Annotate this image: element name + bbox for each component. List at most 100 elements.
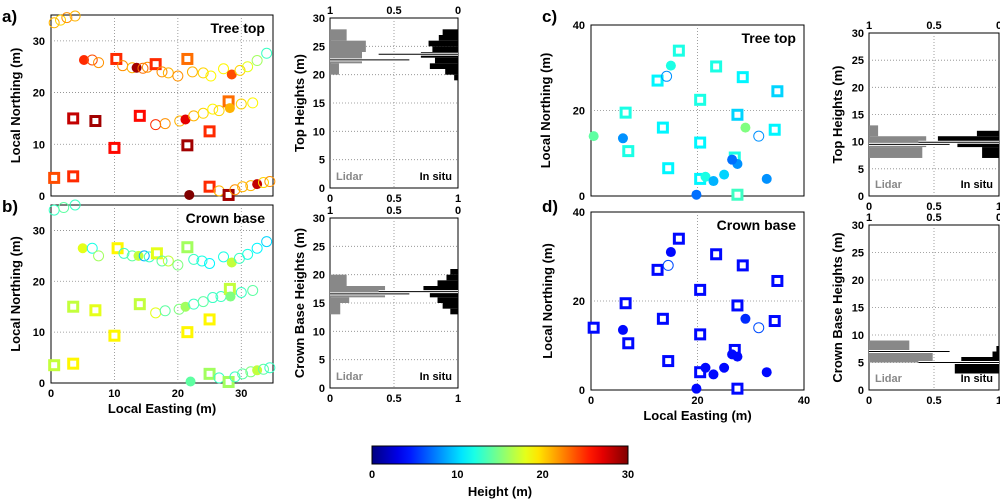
point-square (203, 180, 216, 193)
point-ring (172, 70, 184, 82)
colorbar-tick-label: 0 (369, 469, 375, 481)
y-tick-label: 0 (858, 191, 864, 203)
y-tick-label: 30 (852, 28, 864, 40)
point-dot (719, 362, 730, 373)
point-square (694, 283, 707, 296)
x-tick-label: 40 (798, 395, 810, 407)
lidar-label: Lidar (336, 371, 364, 383)
y-tick-label: 10 (33, 139, 45, 151)
point-ring (247, 284, 259, 296)
point-square (656, 312, 669, 325)
insitu-bar (429, 291, 458, 298)
panel-label: a) (2, 7, 17, 26)
point-ring (218, 63, 230, 75)
insitu-bar (434, 57, 458, 64)
point-ring (137, 62, 149, 74)
y-tick-label: 20 (573, 106, 585, 118)
point-square (203, 125, 216, 138)
point-dot (224, 103, 235, 114)
point-square (619, 106, 632, 119)
y-tick-label: 0 (319, 383, 325, 395)
lidar-bar (330, 29, 347, 41)
point-square (619, 297, 632, 310)
point-square (771, 274, 784, 287)
point-dot (708, 176, 719, 187)
point-square (203, 367, 216, 380)
point-dot (665, 247, 676, 258)
y-tick-label: 15 (852, 110, 864, 122)
x-tick-label: 0.5 (926, 201, 941, 213)
lidar-bar (869, 125, 879, 137)
colorbar: 0 10 20 30 Height (m) (369, 445, 634, 499)
y-axis-label: Top Heights (m) (830, 66, 845, 164)
panel-label: d) (542, 197, 558, 216)
point-ring (213, 105, 225, 117)
x-tick-label: 0 (327, 193, 333, 205)
x-top-tick-label: 0.5 (386, 5, 401, 17)
point-ring (229, 371, 241, 383)
y-tick-label: 10 (313, 326, 325, 338)
point-dot (740, 313, 751, 324)
insitu-bar (432, 46, 458, 52)
lidar-bar (330, 303, 341, 315)
point-square (731, 382, 744, 395)
point-square (89, 304, 102, 317)
panel-title: Tree top (742, 30, 796, 46)
lidar-bar (869, 147, 923, 158)
point-ring (264, 362, 276, 374)
point-ring (48, 17, 60, 29)
lidar-bar (869, 136, 927, 148)
point-ring (58, 202, 70, 214)
point-square (67, 112, 80, 125)
point-ring (118, 247, 130, 259)
point-square (736, 259, 749, 272)
y-tick-label: 0 (579, 385, 585, 397)
y-tick-label: 25 (852, 55, 864, 67)
point-dot (77, 243, 88, 254)
point-square (48, 171, 61, 184)
plot-frame (50, 204, 274, 384)
point-square (662, 355, 675, 368)
point-dot (185, 376, 196, 387)
x-tick-label: 0 (866, 395, 872, 407)
y-tick-label: 30 (33, 36, 45, 48)
point-dot (252, 179, 263, 190)
y-tick-label: 20 (33, 276, 45, 288)
lidar-bar (330, 274, 347, 286)
lidar-label: Lidar (336, 171, 364, 183)
y-tick-label: 20 (33, 88, 45, 100)
x-tick-label: 1 (996, 395, 1000, 407)
point-square (222, 188, 235, 201)
point-square (768, 315, 781, 328)
y-axis-label: Local Northing (m) (540, 243, 555, 359)
lidar-bar (330, 63, 339, 75)
x-axis-label: Local Easting (m) (108, 401, 216, 416)
point-dot (617, 324, 628, 335)
point-square (110, 52, 123, 65)
y-tick-label: 25 (313, 41, 325, 53)
y-axis-label: Top Heights (m) (292, 54, 307, 152)
insitu-bar (450, 308, 458, 315)
x-top-tick-label: 1 (866, 212, 872, 224)
x-tick-label: 0 (588, 395, 594, 407)
point-ring (86, 54, 98, 66)
y-tick-label: 20 (852, 82, 864, 94)
insitu-label: In situ (420, 171, 452, 183)
point-ring (162, 255, 174, 267)
point-square (150, 247, 163, 260)
y-tick-label: 40 (573, 207, 585, 219)
insitu-bar (450, 269, 458, 275)
point-square (48, 359, 61, 372)
y-tick-label: 20 (313, 70, 325, 82)
panel-title: Tree top (211, 20, 265, 36)
point-ring (237, 181, 249, 193)
x-tick-label: 30 (235, 388, 247, 400)
point-square (694, 136, 707, 149)
lidar-bar (869, 351, 933, 363)
y-axis-label: Local Northing (m) (8, 48, 23, 164)
x-tick-label: 0.5 (386, 393, 401, 405)
point-square (662, 162, 675, 175)
point-ring (86, 242, 98, 254)
lidar-bar (330, 297, 350, 303)
point-ring (257, 177, 269, 189)
